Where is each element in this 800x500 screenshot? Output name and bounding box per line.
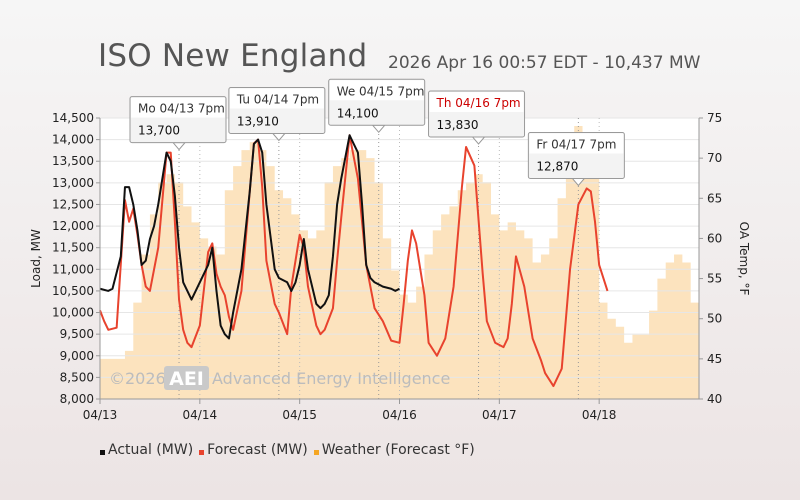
tooltip-title: We 04/15 7pm — [337, 84, 425, 98]
tooltip-header-bg — [229, 88, 324, 109]
y-tick-label: 12,000 — [52, 219, 94, 233]
x-tick-label: 04/18 — [582, 408, 617, 422]
y-tick-label: 13,000 — [52, 176, 94, 190]
series-lines — [99, 134, 609, 388]
x-tick-label: 04/16 — [382, 408, 417, 422]
y2-tick-label: 40 — [707, 392, 722, 406]
y-tick-label: 9,000 — [60, 349, 94, 363]
legend-item[interactable]: Forecast (MW) — [199, 442, 308, 458]
y-tick-label: 14,000 — [52, 133, 94, 147]
tooltip-header-bg — [329, 80, 424, 101]
actual-line — [99, 134, 400, 340]
y-tick-label: 8,500 — [60, 370, 94, 384]
legend-label: Forecast (MW) — [207, 442, 308, 458]
y2-axis-label: OA Temp, °F — [737, 222, 751, 296]
y-tick-label: 9,500 — [60, 327, 94, 341]
y-axis-label: Load, MW — [29, 229, 43, 288]
legend-swatch — [100, 449, 105, 455]
page-subtitle: 2026 Apr 16 00:57 EDT - 10,437 MW — [388, 53, 701, 73]
y2-tick-label: 70 — [707, 151, 722, 165]
x-tick-label: 04/17 — [482, 408, 517, 422]
y2-tick-label: 45 — [707, 352, 722, 366]
tooltip-value: 13,830 — [437, 118, 479, 132]
legend-swatch — [199, 449, 205, 455]
watermark-logo: AEI — [169, 368, 204, 390]
tooltip-value: 14,100 — [337, 106, 379, 120]
tooltip-header-bg — [529, 133, 624, 154]
legend-label: Actual (MW) — [108, 442, 194, 458]
legend: Actual (MW) Forecast (MW) Weather (Forecas… — [100, 442, 475, 458]
x-tick-label: 04/13 — [83, 408, 118, 422]
y-tick-label: 10,000 — [52, 306, 94, 320]
tooltip-value: 13,700 — [138, 124, 180, 138]
y-tick-label: 8,000 — [60, 392, 94, 406]
y2-tick-label: 65 — [707, 191, 722, 205]
page-title: ISO New England — [98, 38, 368, 74]
tooltip-header-bg — [131, 97, 225, 118]
y-tick-label: 11,500 — [52, 241, 94, 255]
tooltip-title: Mo 04/13 7pm — [138, 102, 225, 116]
watermark: ©2026 AEI Advanced Energy Intelligence — [109, 366, 450, 390]
chart-axes: 8,000 8,500 9,000 9,500 10,000 10,500 11,000 11… — [29, 111, 751, 422]
tooltip-title: Th 04/16 7pm — [436, 96, 521, 110]
legend-label: Weather (Forecast °F) — [321, 442, 475, 458]
peak-tooltip: Mo 04/13 7pm 13,700 — [129, 96, 227, 151]
tooltip-title: Fr 04/17 7pm — [536, 137, 616, 151]
y-tick-label: 11,000 — [52, 262, 94, 276]
peak-tooltip: Fr 04/17 7pm 12,870 — [527, 131, 625, 187]
y2-tick-label: 50 — [707, 312, 722, 326]
tooltip-value: 12,870 — [536, 159, 578, 173]
watermark-copyright: ©2026 — [109, 369, 166, 388]
x-tick-label: 04/15 — [282, 408, 317, 422]
watermark-logo-box — [164, 366, 209, 390]
y-tick-label: 12,500 — [52, 197, 94, 211]
tooltips: Mo 04/13 7pm 13,700 Tu 04/14 7pm 13,910 We 0… — [129, 78, 625, 187]
peak-tooltip: Tu 04/14 7pm 13,910 — [228, 87, 326, 142]
legend-item[interactable]: Actual (MW) — [100, 442, 193, 458]
y-tick-label: 14,500 — [52, 111, 94, 125]
legend-item[interactable]: Weather (Forecast °F) — [313, 442, 475, 458]
y-tick-label: 13,500 — [52, 154, 94, 168]
watermark-name: Advanced Energy Intelligence — [212, 369, 450, 388]
y-tick-label: 10,500 — [52, 284, 94, 298]
tooltip-value: 13,910 — [237, 115, 279, 129]
y2-tick-label: 75 — [707, 111, 722, 125]
y2-tick-label: 60 — [707, 231, 722, 245]
tooltip-title: Tu 04/14 7pm — [236, 93, 319, 107]
peak-tooltip: Th 04/16 7pm 13,830 — [428, 90, 526, 145]
tooltip-header-bg — [429, 91, 524, 112]
legend-swatch — [313, 449, 319, 455]
peak-tooltip: We 04/15 7pm 14,100 — [328, 78, 426, 134]
y2-tick-label: 55 — [707, 272, 722, 286]
x-tick-label: 04/14 — [183, 408, 218, 422]
